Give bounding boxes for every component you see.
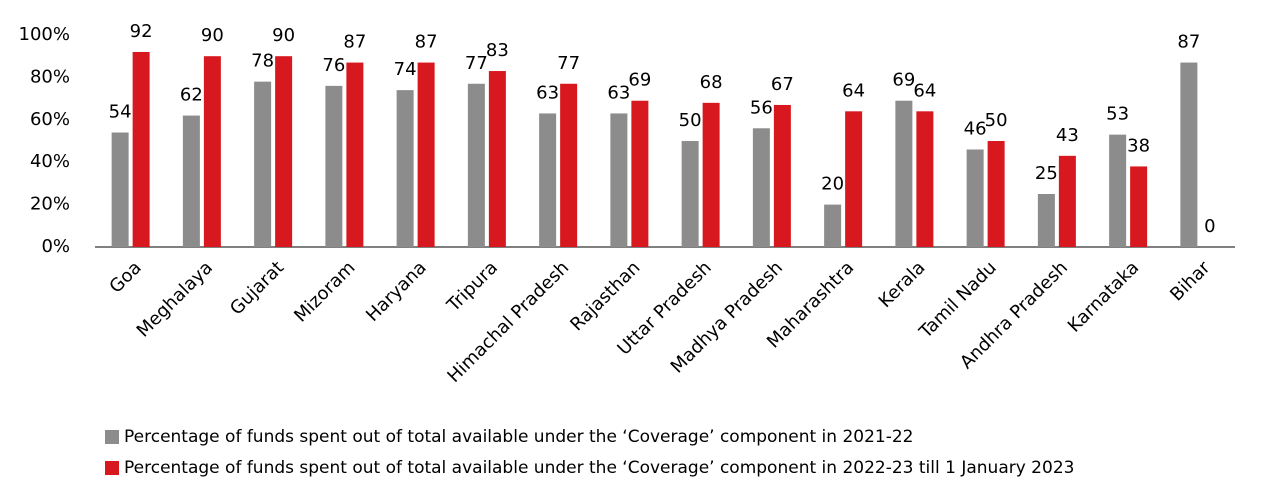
bar	[346, 62, 364, 248]
data-label: 63	[607, 82, 630, 103]
bar	[681, 141, 699, 247]
bar	[396, 90, 414, 248]
bar	[325, 85, 343, 247]
bar	[111, 132, 129, 247]
data-label: 68	[700, 72, 723, 93]
data-label: 53	[1106, 104, 1129, 125]
data-label: 25	[1035, 163, 1058, 184]
y-tick-label: 40%	[30, 151, 70, 172]
bar	[1037, 194, 1055, 247]
data-label: 87	[343, 32, 366, 53]
bar	[916, 111, 934, 247]
y-tick-label: 0%	[41, 236, 70, 257]
data-label: 50	[985, 110, 1008, 131]
x-tick-label: Karnataka	[1064, 257, 1143, 336]
x-tick-label: Himachal Pradesh	[443, 257, 573, 387]
bar	[987, 141, 1005, 247]
data-label: 78	[251, 51, 274, 72]
y-tick-label: 80%	[30, 66, 70, 87]
y-tick-label: 60%	[30, 109, 70, 130]
bar	[539, 113, 557, 247]
bar	[966, 149, 984, 247]
data-label: 77	[557, 53, 580, 74]
data-label: 64	[913, 80, 936, 101]
data-label: 69	[628, 70, 651, 91]
bar	[182, 115, 200, 247]
bar	[132, 51, 150, 248]
data-label: 87	[1177, 32, 1200, 53]
x-tick-label: Haryana	[362, 257, 431, 326]
data-label: 50	[679, 110, 702, 131]
data-label: 92	[130, 21, 153, 42]
bar	[275, 56, 293, 248]
bar	[610, 113, 628, 247]
data-label: 20	[821, 174, 844, 195]
bar	[631, 100, 649, 247]
bar	[845, 111, 863, 247]
y-tick-label: 20%	[30, 194, 70, 215]
bar	[488, 71, 506, 247]
data-label: 56	[750, 97, 773, 118]
y-tick-label: 100%	[19, 24, 70, 45]
bar	[417, 62, 435, 248]
bar	[203, 56, 221, 248]
bar	[702, 102, 720, 247]
data-label: 43	[1056, 125, 1079, 146]
x-tick-label: Meghalaya	[133, 257, 217, 341]
bar	[560, 83, 578, 247]
x-tick-label: Tripura	[443, 257, 502, 316]
data-label: 67	[771, 74, 794, 95]
bar	[254, 81, 272, 247]
data-label: 76	[322, 55, 345, 76]
bar	[1058, 155, 1076, 247]
x-tick-label: Bihar	[1166, 257, 1215, 306]
data-label: 38	[1127, 135, 1150, 156]
legend-label: Percentage of funds spent out of total a…	[124, 458, 1074, 478]
legend-swatch	[105, 461, 119, 475]
data-label: 62	[180, 85, 203, 106]
data-label: 77	[465, 53, 488, 74]
data-label: 63	[536, 82, 559, 103]
x-tick-label: Rajasthan	[566, 257, 644, 335]
legend-label: Percentage of funds spent out of total a…	[124, 427, 913, 447]
bar	[895, 100, 913, 247]
bar	[1109, 134, 1127, 247]
data-label: 46	[964, 118, 987, 139]
bar	[1130, 166, 1148, 247]
data-label: 54	[109, 102, 132, 123]
data-label: 87	[415, 32, 438, 53]
bar	[752, 128, 770, 247]
data-label: 83	[486, 40, 509, 61]
bar	[824, 204, 842, 247]
x-tick-label: Mizoram	[290, 257, 359, 326]
data-label: 90	[201, 25, 224, 46]
data-label: 64	[842, 80, 865, 101]
data-label: 74	[394, 59, 417, 80]
bar	[1180, 62, 1198, 248]
data-label: 90	[272, 25, 295, 46]
x-tick-label: Kerala	[875, 257, 930, 312]
data-label: 69	[892, 70, 915, 91]
data-label: 0	[1204, 216, 1215, 237]
bar	[773, 104, 791, 248]
x-tick-label: Goa	[105, 257, 145, 297]
x-tick-label: Gujarat	[226, 257, 288, 319]
bar	[467, 83, 485, 247]
legend-swatch	[105, 430, 119, 444]
